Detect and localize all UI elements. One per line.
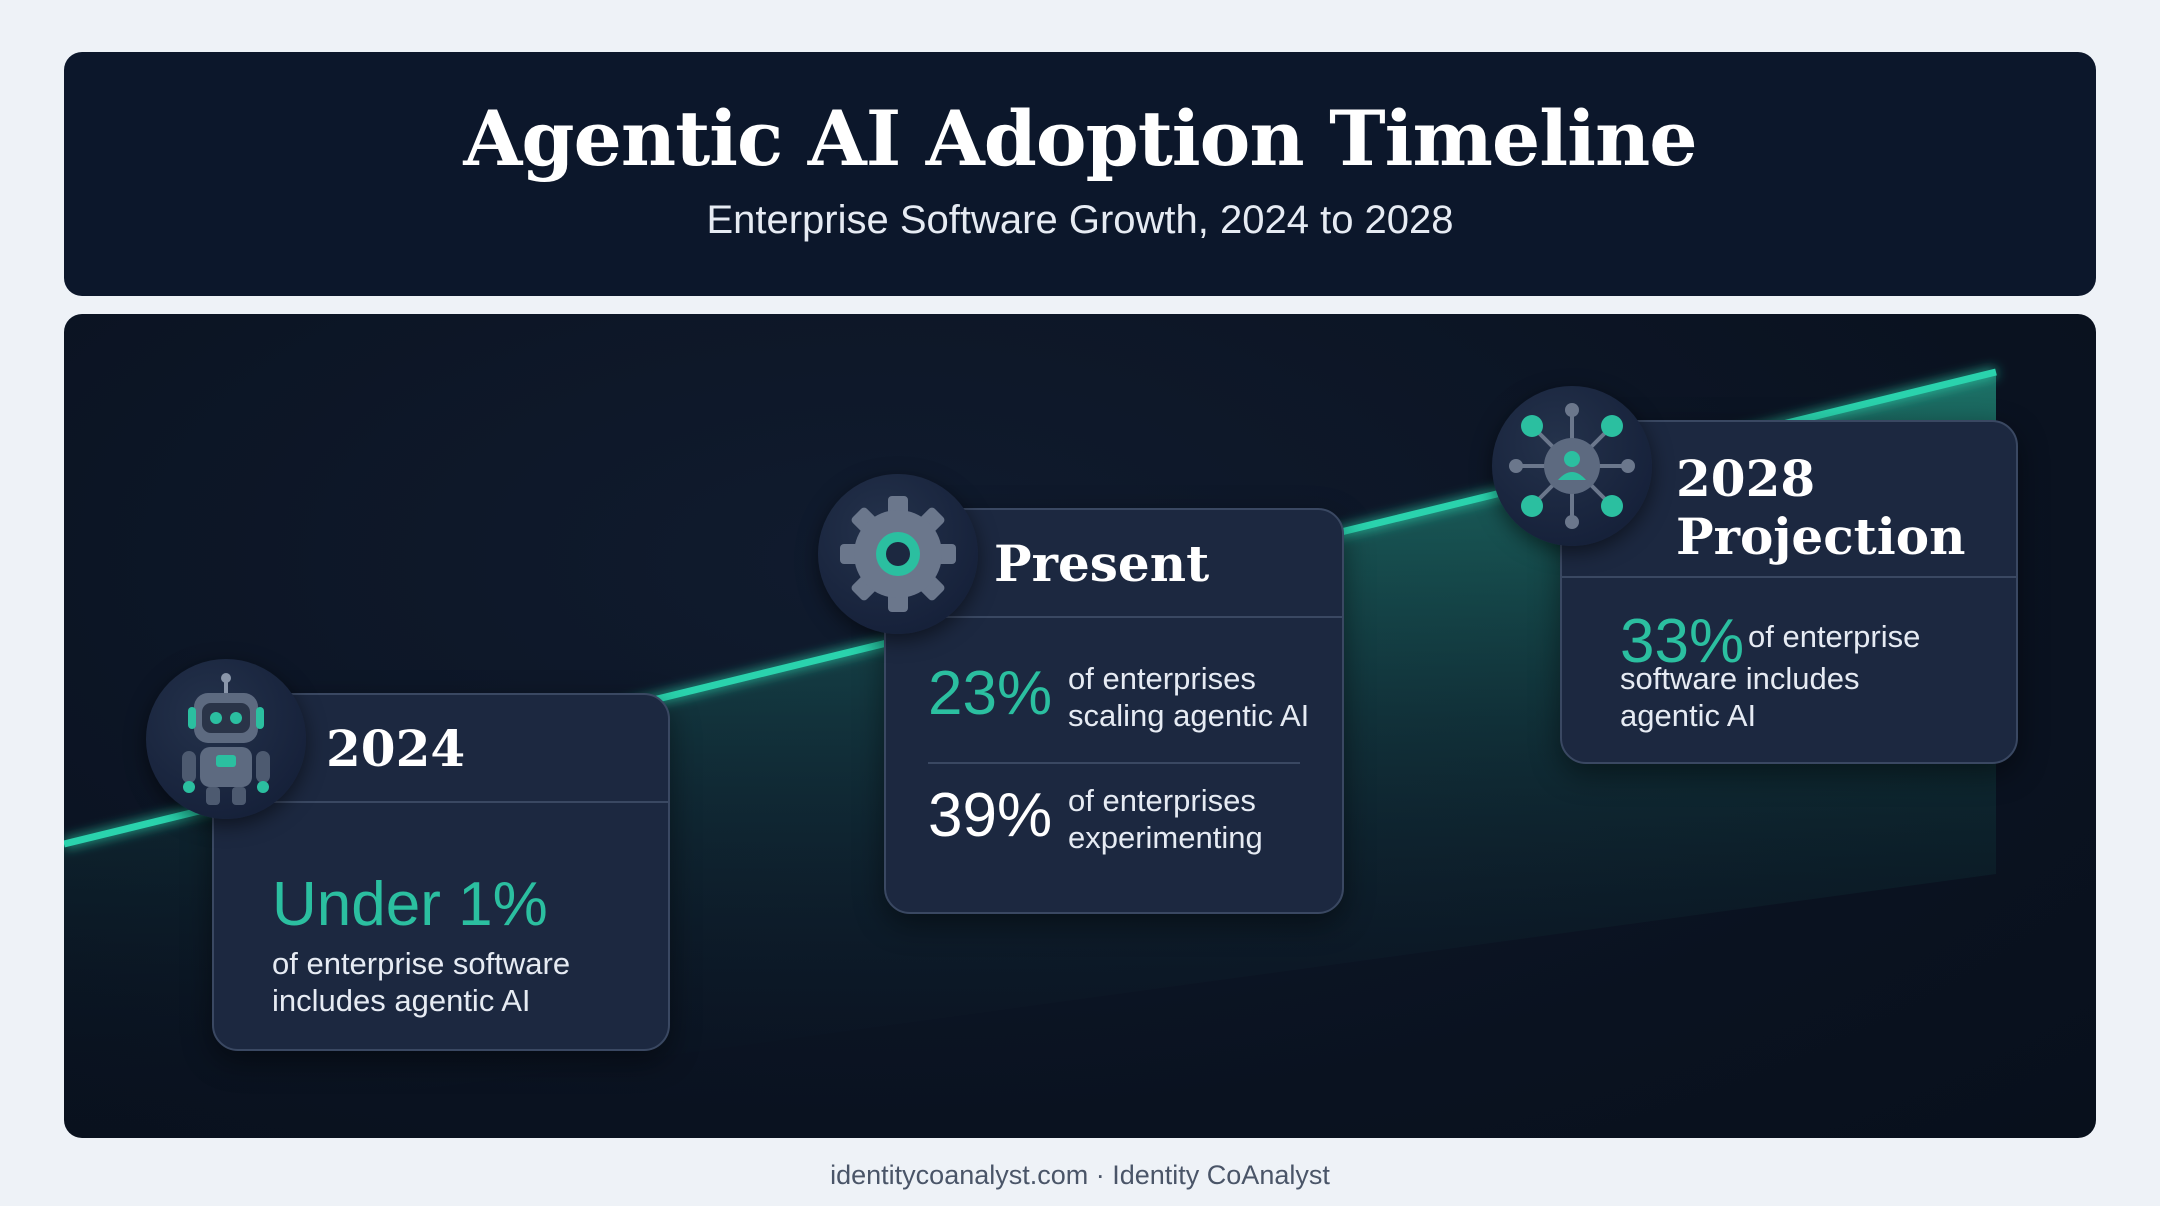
timeline-stage: 2024 Under 1% of enterprise software inc…: [64, 314, 2096, 1138]
stat-description-experimenting: of enterprises experimenting: [1068, 782, 1263, 856]
title-line: 2028: [1676, 449, 1816, 508]
network-user-icon: [1492, 386, 1652, 546]
gear-icon: [818, 474, 978, 634]
desc-line: of enterprise software: [272, 946, 571, 981]
footer-credit: identitycoanalyst.com · Identity CoAnaly…: [830, 1160, 1330, 1190]
stat-value-experimenting: 39%: [928, 781, 1053, 850]
milestone-description: of enterprise software includes agentic …: [272, 945, 570, 1019]
desc-line: software includes: [1620, 661, 1860, 696]
card-divider: [214, 801, 668, 803]
page-title: Agentic AI Adoption Timeline: [463, 94, 1697, 183]
title-line: Projection: [1676, 507, 1966, 566]
desc-line: includes agentic AI: [272, 983, 531, 1018]
stat-description-scaling: of enterprises scaling agentic AI: [1068, 660, 1309, 734]
header-banner: Agentic AI Adoption Timeline Enterprise …: [64, 52, 2096, 296]
desc-line: of enterprises: [1068, 783, 1256, 818]
desc-line: experimenting: [1068, 820, 1263, 855]
milestone-title: 2024: [326, 719, 466, 778]
page-subtitle: Enterprise Software Growth, 2024 to 2028: [706, 198, 1454, 242]
milestone-stat: Under 1%: [272, 870, 548, 939]
stat-divider: [928, 762, 1300, 764]
stat-value-scaling: 23%: [928, 659, 1053, 728]
milestone-stat: 33%: [1620, 607, 1745, 676]
milestone-card-2028: 2028 Projection 33% of enterprise softwa…: [1560, 420, 2018, 764]
milestone-description: software includes agentic AI: [1620, 660, 1860, 734]
card-divider: [886, 616, 1342, 618]
desc-line: agentic AI: [1620, 698, 1757, 733]
milestone-title: 2028 Projection: [1676, 450, 1965, 566]
desc-line: of enterprise: [1748, 619, 1921, 654]
desc-line: of enterprises: [1068, 661, 1256, 696]
desc-line: scaling agentic AI: [1068, 698, 1310, 733]
robot-icon: [146, 659, 306, 819]
card-divider: [1562, 576, 2016, 578]
milestone-title: Present: [994, 534, 1210, 593]
